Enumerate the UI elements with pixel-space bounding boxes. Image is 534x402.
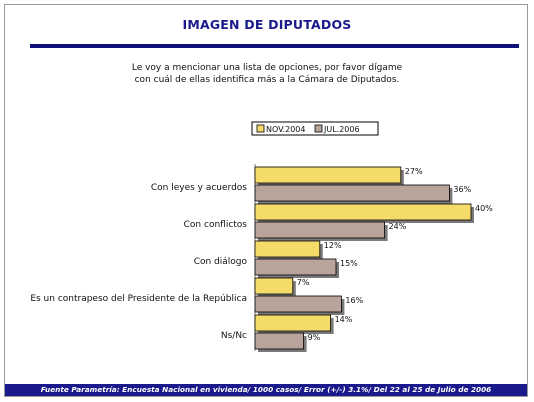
bar-1 xyxy=(254,203,472,221)
data-label: 15% xyxy=(340,259,358,268)
data-label: 40% xyxy=(475,204,493,213)
question-line-2: con cuál de ellas identifica más a la Cá… xyxy=(134,75,400,85)
category-label: Ns/Nc xyxy=(221,331,247,341)
survey-question: Le voy a mencionar una lista de opciones… xyxy=(5,62,529,86)
data-label: 24% xyxy=(389,222,407,231)
bar-2 xyxy=(254,221,386,239)
legend: NOV.2004 JUL.2006 xyxy=(251,121,379,136)
data-label: 27% xyxy=(405,167,423,176)
data-label: 16% xyxy=(345,296,363,305)
source-footer: Fuente Parametría: Encuesta Nacional en … xyxy=(5,384,527,396)
bar-1 xyxy=(254,166,402,184)
data-label: 7% xyxy=(297,278,310,287)
data-label: 9% xyxy=(308,333,321,342)
data-label: 14% xyxy=(335,315,353,324)
bar-1 xyxy=(254,277,294,295)
legend-swatch-2 xyxy=(314,124,323,133)
data-label: 36% xyxy=(453,185,471,194)
legend-swatch-1 xyxy=(256,124,265,133)
data-label: 12% xyxy=(324,241,342,250)
category-label: Con conflictos xyxy=(184,220,248,230)
bar-2 xyxy=(254,258,337,276)
legend-label-2: JUL.2006 xyxy=(323,125,360,134)
category-label: Con leyes y acuerdos xyxy=(151,183,247,193)
legend-label-1: NOV.2004 xyxy=(266,125,305,134)
page-title: IMAGEN DE DIPUTADOS xyxy=(182,17,352,32)
bar-2 xyxy=(254,184,450,202)
title-divider xyxy=(30,44,519,48)
bar-2 xyxy=(254,295,342,313)
bar-2 xyxy=(254,332,304,350)
category-label: Es un contrapeso del Presidente de la Re… xyxy=(30,294,247,304)
bar-1 xyxy=(254,314,331,332)
category-label: Con diálogo xyxy=(194,257,248,267)
question-line-1: Le voy a mencionar una lista de opciones… xyxy=(131,63,403,73)
bar-1 xyxy=(254,240,321,258)
